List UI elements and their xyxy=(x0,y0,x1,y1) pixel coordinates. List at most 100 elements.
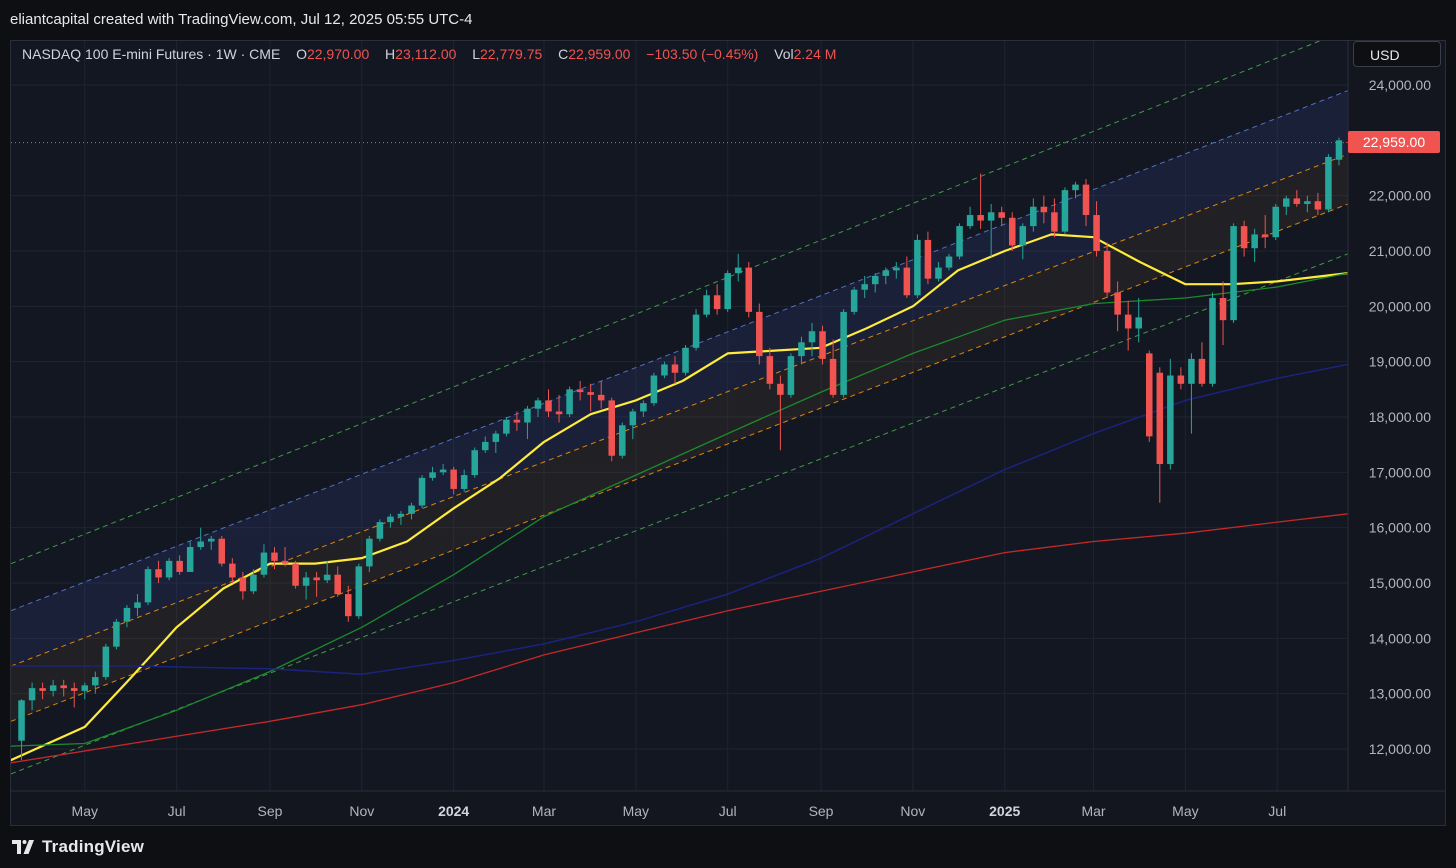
candle-body xyxy=(1145,353,1153,437)
candle-body xyxy=(344,594,352,617)
time-axis-tick: May xyxy=(623,803,649,819)
legend-vol-value: 2.24 M xyxy=(793,46,837,62)
candle-body xyxy=(619,425,626,456)
candle-body xyxy=(576,389,584,393)
candle-body xyxy=(60,685,67,689)
candle-body xyxy=(703,295,710,315)
candle-body xyxy=(1008,217,1016,246)
candle-body xyxy=(366,538,373,567)
candle-body xyxy=(682,347,689,373)
candle-body xyxy=(734,267,742,274)
candle-body xyxy=(1304,201,1311,204)
legend-change: −103.50 (−0.45%) xyxy=(646,46,759,62)
candle-body xyxy=(1314,201,1322,210)
time-axis-tick: Mar xyxy=(532,803,556,819)
time-axis-tick: Jul xyxy=(1268,803,1286,819)
candle-body xyxy=(1209,298,1216,384)
price-axis-tick: 24,000.00 xyxy=(1369,77,1431,93)
candle-body xyxy=(387,516,394,523)
candle-body xyxy=(439,469,447,473)
candle-body xyxy=(977,215,984,221)
candle-body xyxy=(334,574,341,595)
legend-low-label: L xyxy=(472,46,480,62)
candle-body xyxy=(1219,298,1227,321)
candle-body xyxy=(1188,358,1195,384)
candle-body xyxy=(935,267,942,279)
candle-body xyxy=(819,331,826,359)
candle-body xyxy=(914,239,921,296)
candle-body xyxy=(1135,317,1142,329)
candle-body xyxy=(70,688,78,691)
moving-average-1 xyxy=(11,233,1350,762)
candle-body xyxy=(661,364,668,376)
moving-average-2 xyxy=(11,272,1349,747)
candle-body xyxy=(861,284,868,290)
candle-body xyxy=(650,375,658,404)
candle-body xyxy=(692,314,700,348)
candle-body xyxy=(323,574,331,581)
legend-open-value: 22,970.00 xyxy=(306,46,370,62)
chart-panel[interactable]: 24,000.00 22,000.00 21,000.00 20,000.00 19,0… xyxy=(10,40,1446,826)
price-axis-tick: 19,000.00 xyxy=(1369,354,1431,370)
price-axis xyxy=(1348,41,1445,825)
candle-body xyxy=(397,513,405,517)
candle-body xyxy=(281,560,289,564)
candle-body xyxy=(745,267,753,312)
candle-body xyxy=(966,215,974,227)
price-axis-tick: 18,000.00 xyxy=(1369,409,1431,425)
candle-body xyxy=(1251,234,1258,249)
candle-body xyxy=(39,688,46,691)
candle-body xyxy=(18,700,25,741)
candle-body xyxy=(313,577,320,581)
price-axis-tick: 15,000.00 xyxy=(1369,575,1431,591)
tradingview-logo[interactable]: TradingView xyxy=(12,837,144,857)
time-axis-tick: 2024 xyxy=(438,803,469,819)
candle-body xyxy=(1082,184,1090,216)
candle-body xyxy=(1019,226,1027,246)
candle-body xyxy=(250,574,257,592)
time-axis-tick: Nov xyxy=(349,803,374,819)
candle-body xyxy=(597,394,605,401)
candle-body xyxy=(524,408,531,423)
candle-body xyxy=(545,400,552,412)
candle-body xyxy=(471,450,479,476)
price-axis-tick: 12,000.00 xyxy=(1369,741,1431,757)
time-axis-tick: Jul xyxy=(168,803,186,819)
candle-body xyxy=(1072,184,1079,191)
moving-average-4 xyxy=(11,513,1349,764)
candle-body xyxy=(376,522,384,539)
top-bar: eliantcapital created with TradingView.c… xyxy=(0,0,1456,40)
candle-body xyxy=(165,560,173,578)
time-axis-tick: May xyxy=(72,803,98,819)
candle-body xyxy=(998,212,1005,218)
candle-body xyxy=(113,621,120,647)
candle-body xyxy=(492,433,500,442)
moving-average-3 xyxy=(11,363,1349,676)
candle-body xyxy=(292,563,299,586)
candle-body xyxy=(123,607,131,622)
candle-body xyxy=(503,419,510,434)
candle-body xyxy=(218,538,226,564)
candle-body xyxy=(1103,251,1111,293)
time-axis-tick: May xyxy=(1172,803,1198,819)
candle-body xyxy=(1124,314,1132,329)
symbol-legend: NASDAQ 100 E-mini Futures · 1W · CME O22… xyxy=(22,46,836,62)
candle-body xyxy=(1156,372,1164,465)
currency-button[interactable]: USD xyxy=(1353,41,1441,67)
candle-body xyxy=(134,602,141,608)
candle-body xyxy=(49,685,57,691)
candle-body xyxy=(155,569,162,578)
candle-body xyxy=(1261,234,1269,238)
candle-body xyxy=(1030,206,1037,227)
legend-low-value: 22,779.75 xyxy=(479,46,543,62)
price-axis-tick: 22,000.00 xyxy=(1369,188,1431,204)
candle-body xyxy=(102,646,110,678)
price-chart[interactable]: 24,000.00 22,000.00 21,000.00 20,000.00 19,0… xyxy=(11,41,1446,826)
candle-body xyxy=(840,311,847,395)
candle-body xyxy=(482,441,489,451)
candle-body xyxy=(1167,375,1174,465)
candle-body xyxy=(987,212,995,221)
time-axis-tick: Jul xyxy=(719,803,737,819)
candle-body xyxy=(903,267,911,296)
candle-body xyxy=(144,569,152,603)
